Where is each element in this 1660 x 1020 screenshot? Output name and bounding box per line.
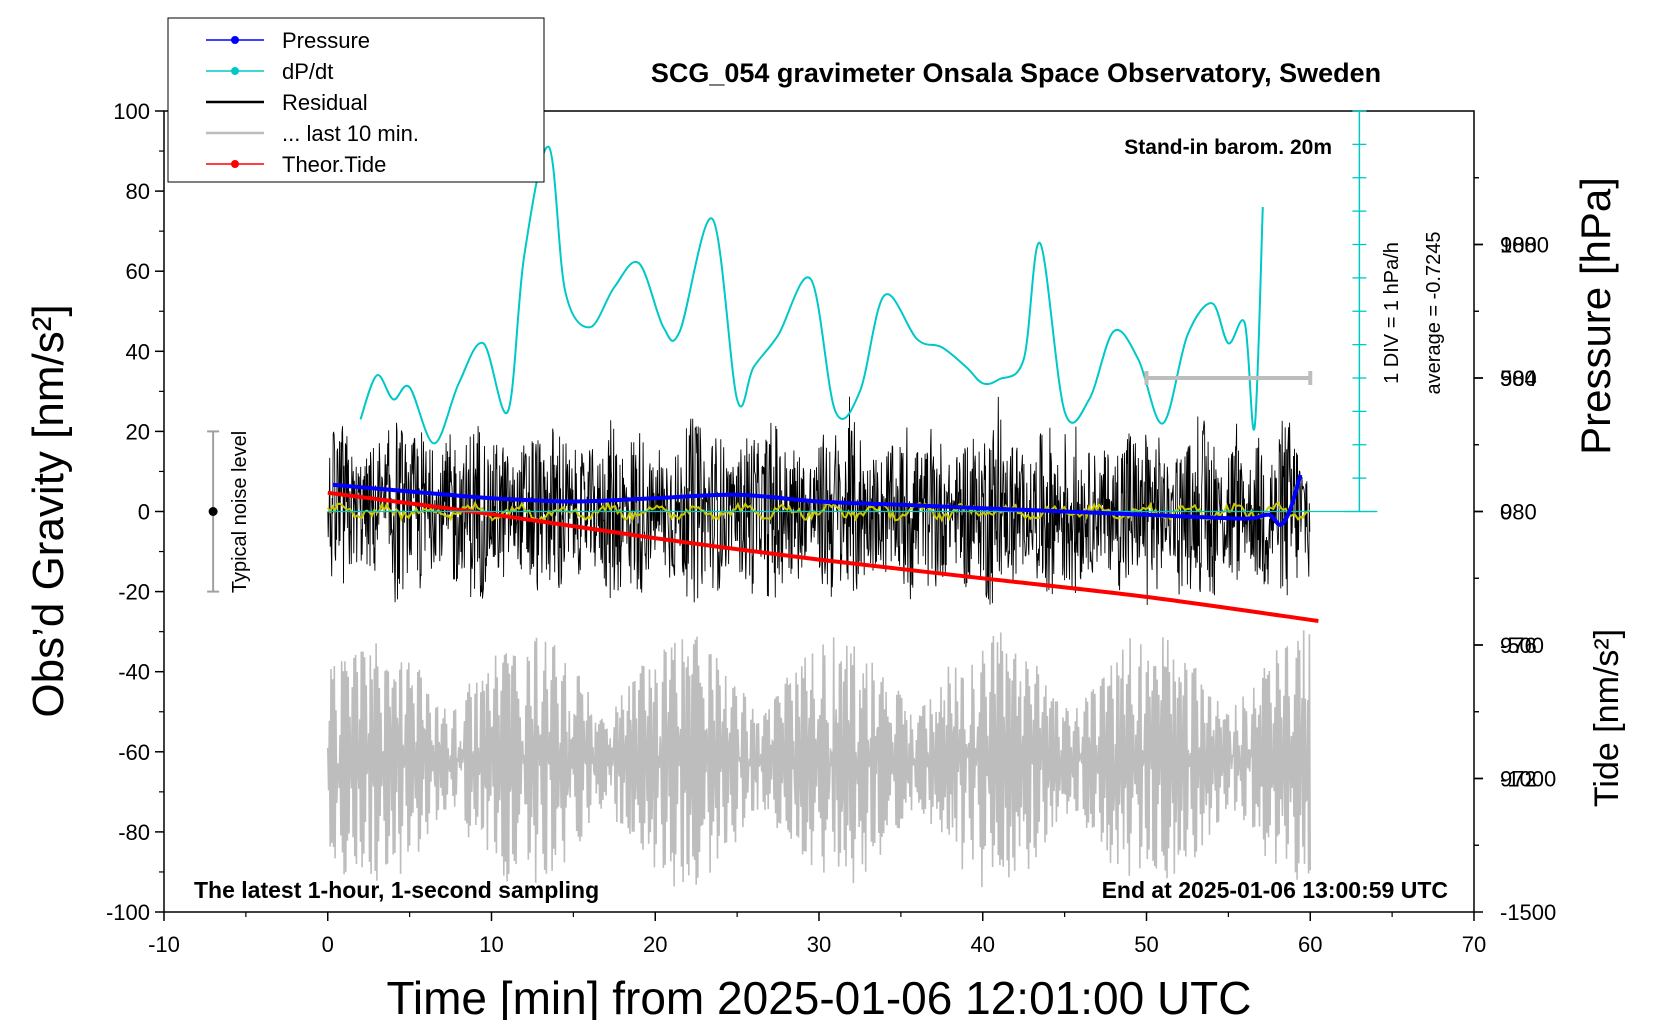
pressure-tick-label: 980 [1500, 500, 1537, 525]
y-axis-label-gravity: Obs’d Gravity [nm/s²] [24, 304, 73, 717]
legend-label: Residual [282, 90, 368, 115]
legend-label: dP/dt [282, 59, 333, 84]
x-tick-label: 30 [807, 932, 831, 957]
x-tick-label: 60 [1298, 932, 1322, 957]
y-left-tick-label: 100 [113, 99, 150, 124]
series-layer [207, 110, 1378, 888]
theor-tide-line [327, 490, 1319, 623]
div-scale-label: 1 DIV = 1 hPa/h [1381, 242, 1403, 384]
legend-box [167, 17, 545, 183]
y-left-tick-label: -40 [118, 660, 150, 685]
tide-tick-label: 1000 [1500, 233, 1549, 258]
legend-marker [231, 160, 239, 168]
tide-tick-label: 0 [1500, 500, 1512, 525]
pressure-tick-label: 976 [1500, 633, 1537, 658]
tide-tick-label: -500 [1500, 633, 1544, 658]
legend-label: Pressure [282, 28, 370, 53]
x-tick-label: 70 [1462, 932, 1486, 957]
noise-level-label: Typical noise level [229, 431, 251, 593]
legend-label: ... last 10 min. [282, 121, 419, 146]
y-left-tick-label: -60 [118, 740, 150, 765]
last-10-min-line [327, 630, 1311, 888]
x-tick-label: 0 [322, 932, 334, 957]
y-left-tick-label: -80 [118, 820, 150, 845]
pressure-tick-label: 984 [1500, 366, 1537, 391]
dpdt-line [359, 145, 1264, 445]
noise-level-center [208, 507, 218, 516]
x-tick-label: 10 [479, 932, 503, 957]
average-label: average = -0.7245 [1423, 232, 1445, 395]
pressure-tick-label: 988 [1500, 233, 1537, 258]
legend-label: Theor.Tide [282, 152, 386, 177]
legend-items: Pressure dP/dt Residual ... last 10 min. The… [206, 28, 419, 177]
x-tick-label: -10 [148, 932, 180, 957]
y-left-tick-label: 60 [126, 259, 150, 284]
residual-line [327, 396, 1311, 606]
y-left-tick-label: -100 [106, 900, 150, 925]
chart-title: SCG_054 gravimeter Onsala Space Observat… [651, 58, 1381, 88]
pressure-tick-label: 972 [1500, 767, 1537, 792]
pressure-line [332, 474, 1303, 527]
x-tick-label: 40 [971, 932, 995, 957]
barometer-annotation: Stand-in barom. 20m [1124, 136, 1332, 159]
y-left-tick-label: -20 [118, 580, 150, 605]
legend-marker [231, 67, 239, 75]
legend-marker [231, 36, 239, 44]
y-left-tick-label: 80 [126, 179, 150, 204]
y-left-tick-label: 0 [138, 500, 150, 525]
y-axis-label-tide: Tide [nm/s²] [1588, 629, 1626, 807]
axes-layer: -10 0 10 20 30 40 50 60 70100806040200-20-40-60-… [106, 99, 1556, 957]
y-left-tick-label: 20 [126, 419, 150, 444]
x-tick-label: 20 [643, 932, 667, 957]
y-left-tick-label: 40 [126, 339, 150, 364]
x-tick-label: 50 [1134, 932, 1158, 957]
tide-tick-label: 500 [1500, 366, 1537, 391]
tide-tick-label: -1500 [1500, 900, 1556, 925]
residual-smoothed-line [326, 500, 1311, 523]
x-axis-label: Time [min] from 2025-01-06 12:01:00 UTC [387, 972, 1252, 1020]
tide-tick-label: -1000 [1500, 767, 1556, 792]
y-axis-label-pressure: Pressure [hPa] [1572, 177, 1619, 455]
legend: Pressure dP/dt Residual ... last 10 min. The… [167, 17, 545, 183]
end-time-annotation: End at 2025-01-06 13:00:59 UTC [1102, 877, 1448, 903]
sampling-annotation: The latest 1-hour, 1-second sampling [194, 877, 599, 903]
